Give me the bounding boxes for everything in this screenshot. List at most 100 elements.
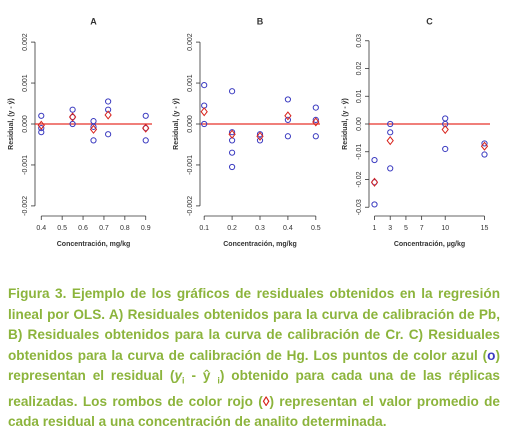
x-tick-label: 0.6 <box>78 225 88 232</box>
residual-point <box>228 149 236 156</box>
x-tick-label: 10 <box>441 225 449 232</box>
caption-diamond-symbol: ◊ <box>262 393 270 409</box>
y-tick-label: -0.01 <box>356 144 363 160</box>
mean-diamond <box>386 136 394 146</box>
y-tick-label: 0.01 <box>356 89 363 103</box>
y-tick-label: 0.00 <box>356 117 363 131</box>
residual-point <box>90 118 97 125</box>
residual-point <box>90 123 97 130</box>
residual-point <box>69 106 76 113</box>
residual-point <box>201 81 208 89</box>
x-tick-label: 0.9 <box>141 225 151 232</box>
y-tick-label: 0.000 <box>187 115 194 133</box>
y-tick-label: 0.002 <box>187 33 194 51</box>
mean-diamond <box>441 124 449 135</box>
mean-diamond <box>89 124 98 134</box>
y-tick-label: -0.002 <box>22 196 29 216</box>
residual-point <box>284 116 292 124</box>
mean-diamond <box>228 129 236 139</box>
residual-point <box>284 133 292 140</box>
figure: A Concentración, mg/kg Residual, (y - ŷ) 0.… <box>8 16 490 248</box>
x-axis-label: Concentración, µg/kg <box>394 241 465 248</box>
panel-title: A <box>90 16 97 26</box>
caption-text: y <box>174 368 183 384</box>
residual-point <box>38 112 45 119</box>
mean-diamond <box>256 131 264 141</box>
caption-text: ) obtenido para cada una de las réplicas… <box>8 368 500 409</box>
y-tick-label: 0.001 <box>187 74 194 92</box>
figure-caption: Figura 3. Ejemplo de los gráficos de res… <box>8 284 500 433</box>
caption-subscript: i <box>182 376 185 387</box>
residual-point <box>442 120 449 128</box>
mean-diamond <box>37 120 45 130</box>
x-tick-label: 0.1 <box>199 225 209 232</box>
y-tick-label: 0.02 <box>356 62 363 76</box>
y-axis-label: Residual, (y - ŷ) <box>342 98 349 150</box>
caption-circle-symbol: o <box>487 347 496 363</box>
residual-point <box>256 137 264 144</box>
y-tick-label: -0.001 <box>187 155 194 175</box>
residual-point <box>312 116 319 124</box>
x-tick-label: 1 <box>373 225 377 232</box>
x-tick-label: 7 <box>420 225 424 232</box>
residual-point <box>228 88 236 95</box>
x-tick-label: 0.7 <box>99 225 109 232</box>
mean-diamond <box>104 110 112 120</box>
residual-point <box>481 140 488 147</box>
x-tick-label: 0.4 <box>36 225 46 232</box>
mean-diamond <box>312 117 320 127</box>
mean-diamond <box>200 107 208 117</box>
residual-point <box>38 124 45 132</box>
panel-title: C <box>426 16 433 26</box>
x-tick-label: 0.5 <box>57 225 67 232</box>
residual-point <box>228 163 236 171</box>
mean-diamond <box>284 111 292 121</box>
residual-point <box>90 137 97 144</box>
caption-text: ) representan el residual ( <box>8 347 500 384</box>
x-tick-label: 15 <box>481 225 489 232</box>
residual-point <box>105 98 112 105</box>
y-tick-label: 0.03 <box>356 34 363 48</box>
x-tick-label: 3 <box>388 225 392 232</box>
residual-point <box>284 96 292 103</box>
y-tick-label: 0.002 <box>22 33 29 51</box>
caption-subscript: i <box>217 376 220 387</box>
residual-point <box>142 112 149 119</box>
caption-text: - ŷ <box>184 368 218 384</box>
x-tick-label: 0.2 <box>227 225 237 232</box>
mean-diamond <box>370 177 379 187</box>
residual-point <box>105 106 112 113</box>
residual-point <box>387 165 394 172</box>
residual-point <box>201 120 208 128</box>
residual-point <box>312 133 319 140</box>
x-tick-label: 0.3 <box>255 225 265 232</box>
residual-point <box>387 120 394 128</box>
mean-diamond <box>68 112 77 122</box>
x-tick-label: 0.5 <box>311 225 321 232</box>
y-tick-label: 0.000 <box>22 115 29 133</box>
y-tick-label: -0.001 <box>22 155 29 175</box>
residual-point <box>371 156 378 164</box>
residual-point <box>481 151 488 158</box>
residual-point <box>142 137 149 144</box>
x-tick-label: 5 <box>404 225 408 232</box>
caption-text: Figura 3. Ejemplo de los gráficos de res… <box>8 286 500 363</box>
mean-diamond <box>480 141 489 151</box>
y-axis-label: Residual, (y - ŷ) <box>173 98 180 150</box>
y-tick-label: -0.002 <box>187 196 194 216</box>
x-tick-label: 0.4 <box>283 225 293 232</box>
caption-text: ) representan el valor promedio de cada … <box>8 393 500 430</box>
residual-point <box>442 145 449 153</box>
y-tick-label: 0.001 <box>22 74 29 92</box>
residual-point <box>228 129 236 136</box>
panel-title: B <box>257 16 264 26</box>
x-axis-label: Concentración, mg/kg <box>223 241 297 248</box>
residual-point <box>442 115 449 122</box>
mean-diamond <box>142 123 150 133</box>
residual-point <box>371 201 378 208</box>
residual-point <box>387 129 394 136</box>
residual-point <box>105 131 112 138</box>
x-axis-label: Concentración, mg/kg <box>57 241 131 248</box>
residual-point <box>312 104 319 111</box>
